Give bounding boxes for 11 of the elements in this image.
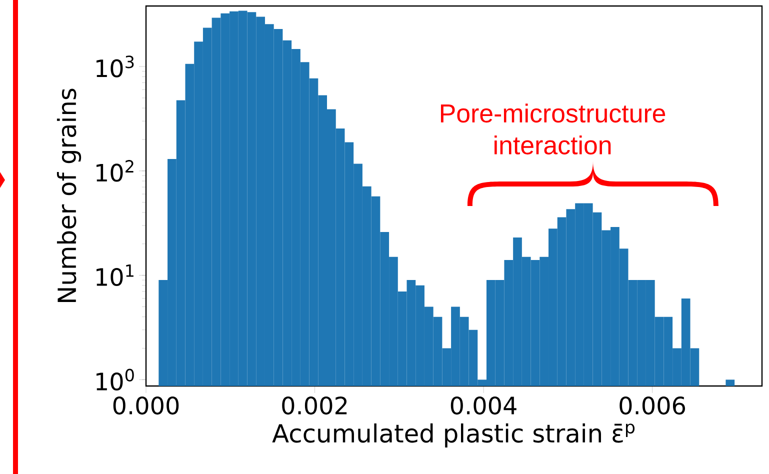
x-tick-label: 0.000 — [113, 396, 179, 415]
x-tick-label: 0.004 — [450, 396, 516, 415]
y-tick-label: 10$^{0}$ — [96, 368, 134, 391]
y-tick-label: 10$^{3}$ — [96, 56, 134, 78]
x-tick-label: 0.006 — [620, 396, 685, 415]
y-tick-label: 10$^{2}$ — [96, 160, 134, 182]
y-axis-title: Number of grains — [56, 88, 82, 302]
y-tick-label: 10$^{1}$ — [96, 264, 134, 286]
annotation: Pore-microstructure interaction — [440, 104, 666, 154]
x-axis-title: Accumulated plastic strain ε̄$^{p}$ — [272, 423, 635, 448]
x-tick-label: 0.002 — [282, 396, 347, 415]
